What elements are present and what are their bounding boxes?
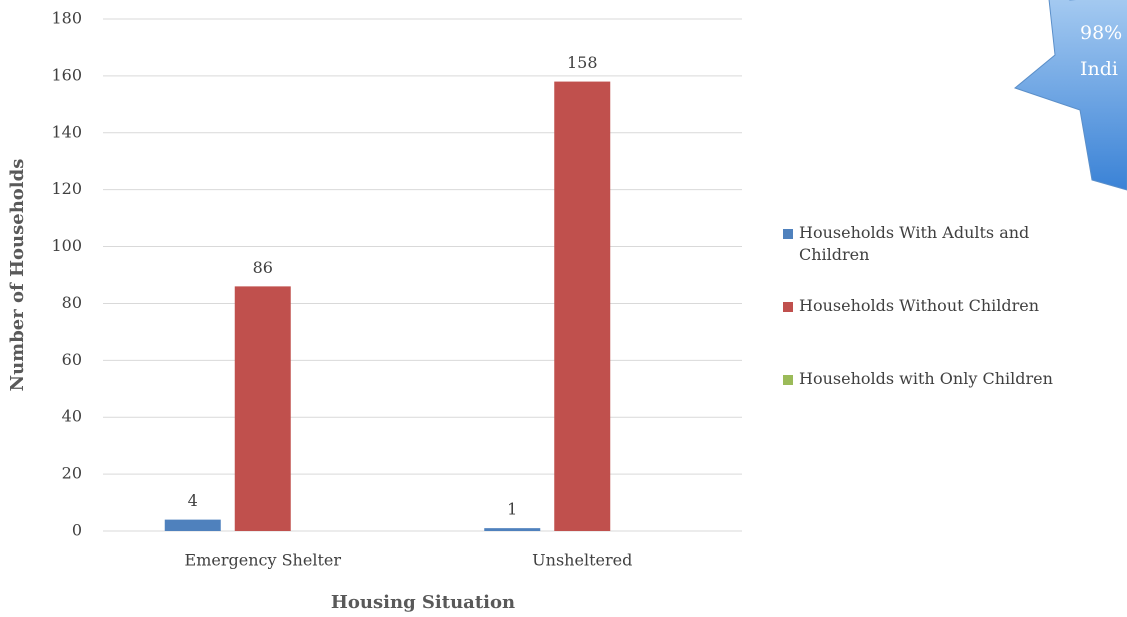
bar: [484, 528, 541, 531]
y-axis-title: Number of Households: [7, 159, 28, 392]
y-tick-label: 160: [51, 65, 82, 84]
bar: [554, 81, 611, 532]
x-tick-label: Unsheltered: [532, 551, 632, 570]
y-tick-label: 20: [62, 464, 82, 483]
data-label: 158: [567, 53, 598, 72]
bar: [234, 286, 291, 531]
x-axis-title: Housing Situation: [331, 592, 515, 613]
legend-item: Households with Only Children: [783, 368, 1099, 390]
data-label: 1: [507, 500, 517, 519]
y-tick-label: 120: [51, 179, 82, 198]
annotation: 98%: [1080, 22, 1122, 44]
legend-swatch: [783, 375, 793, 385]
y-tick-label: 140: [51, 122, 82, 141]
legend-swatch: [783, 302, 793, 312]
data-label: 86: [253, 258, 273, 277]
y-tick-label: 60: [62, 350, 82, 369]
y-tick-label: 100: [51, 236, 82, 255]
x-tick-label: Emergency Shelter: [185, 551, 342, 570]
legend-label: Households with Only Children: [799, 369, 1053, 388]
bar: [164, 519, 221, 531]
y-tick-label: 80: [62, 293, 82, 312]
y-tick-label: 0: [72, 521, 82, 540]
legend-item: Households Without Children: [783, 295, 1099, 317]
legend-label: Households Without Children: [799, 296, 1040, 315]
y-tick-label: 180: [51, 9, 82, 28]
star-shape: [1013, 0, 1127, 191]
legend-label: Households With Adults and Children: [799, 223, 1030, 264]
legend-swatch: [783, 229, 793, 239]
legend-item: Households With Adults and Children: [783, 222, 1099, 266]
y-tick-label: 40: [62, 407, 82, 426]
data-label: 4: [188, 491, 198, 510]
annotation: Indi: [1080, 58, 1118, 80]
